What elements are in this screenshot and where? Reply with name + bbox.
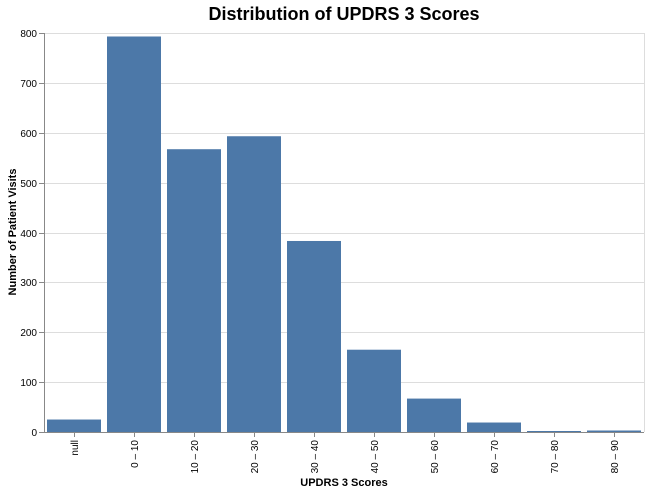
bar: [527, 431, 581, 432]
y-tick-label: 800: [20, 29, 37, 40]
y-axis-title: Number of Patient Visits: [7, 169, 19, 296]
bar: [407, 398, 461, 432]
x-tick-label: 0 – 10: [130, 440, 141, 468]
y-axis: 0 100 200 300 400 500 600 700 800: [20, 29, 45, 439]
y-tick-label: 0: [31, 428, 37, 439]
x-tick-label: 30 – 40: [310, 440, 321, 474]
x-tick-label: 50 – 60: [430, 440, 441, 474]
y-tick-label: 200: [20, 328, 37, 339]
x-tick-label: 70 – 80: [550, 440, 561, 474]
x-axis-title: UPDRS 3 Scores: [300, 477, 387, 489]
y-tick-label: 300: [20, 278, 37, 289]
x-tick-label: null: [70, 440, 81, 456]
x-axis: null 0 – 10 10 – 20 20 – 30 30 – 40 40 – 50 50…: [44, 432, 644, 473]
bar: [287, 240, 341, 432]
x-tick-label: 40 – 50: [370, 440, 381, 474]
bar: [47, 419, 101, 432]
bar: [467, 422, 521, 432]
x-tick-label: 10 – 20: [190, 440, 201, 474]
chart-title: Distribution of UPDRS 3 Scores: [208, 4, 479, 24]
bar: [167, 149, 221, 433]
bar: [227, 136, 281, 432]
x-tick-label: 20 – 30: [250, 440, 261, 474]
bar: [347, 349, 401, 432]
bar: [107, 36, 161, 433]
y-tick-label: 100: [20, 378, 37, 389]
y-tick-label: 500: [20, 179, 37, 190]
x-tick-label: 60 – 70: [490, 440, 501, 474]
y-tick-label: 600: [20, 129, 37, 140]
y-tick-label: 400: [20, 229, 37, 240]
bars: [47, 36, 641, 433]
bar: [587, 430, 641, 432]
y-tick-label: 700: [20, 79, 37, 90]
x-tick-label: 80 – 90: [610, 440, 621, 474]
